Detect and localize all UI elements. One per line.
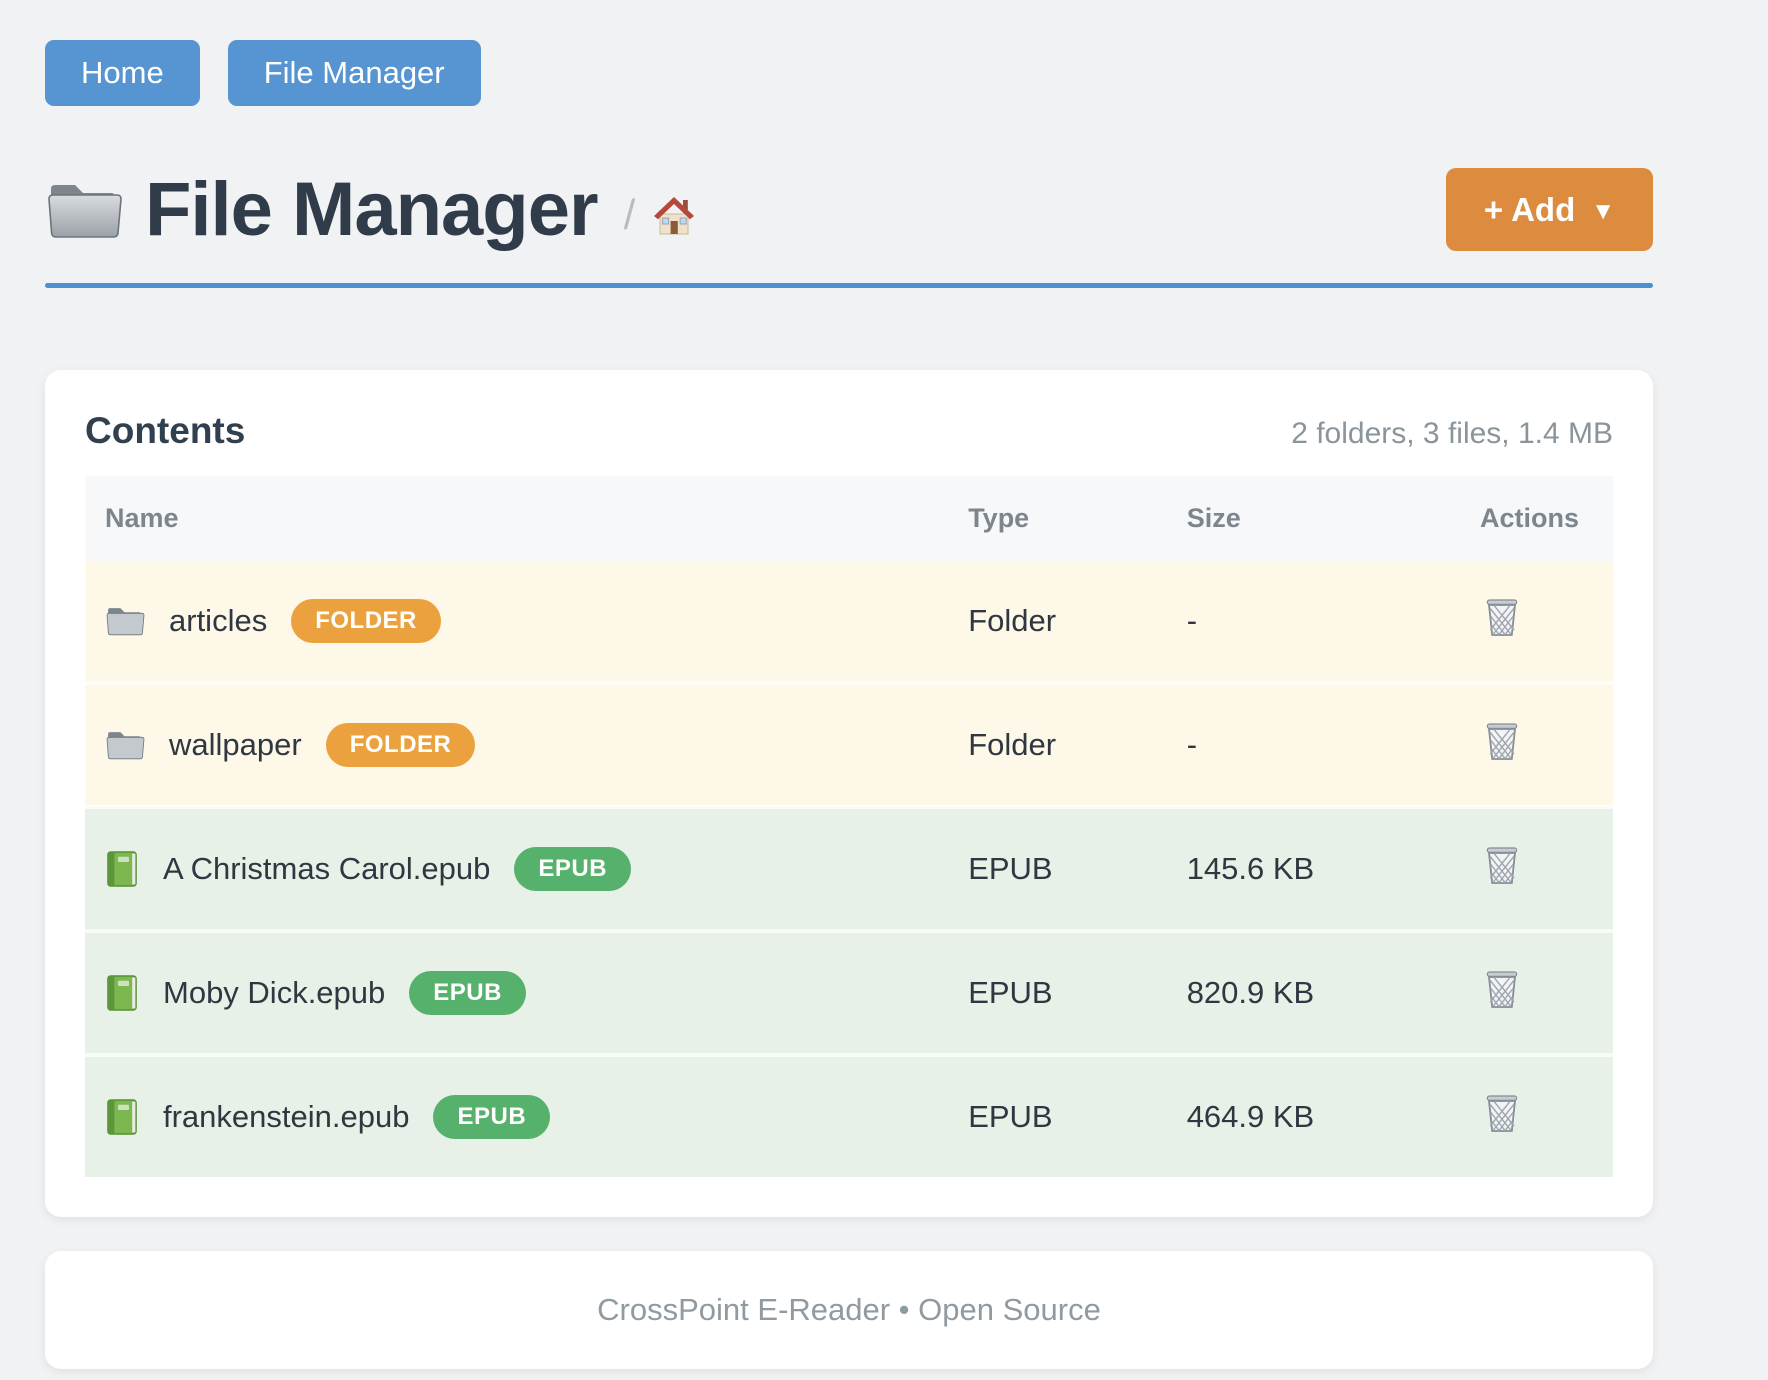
file-name[interactable]: wallpaper	[169, 727, 302, 762]
type-cell: Folder	[968, 727, 1057, 762]
title-underline	[45, 283, 1653, 288]
trash-icon[interactable]	[1483, 844, 1521, 886]
column-header-size: Size	[1186, 476, 1430, 561]
contents-card-header: Contents 2 folders, 3 files, 1.4 MB	[85, 410, 1613, 452]
size-cell: 820.9 KB	[1186, 975, 1315, 1010]
book-icon	[105, 1098, 139, 1136]
type-badge: EPUB	[433, 1095, 551, 1139]
trash-icon[interactable]	[1483, 1092, 1521, 1134]
type-cell: Folder	[968, 603, 1057, 638]
type-badge: EPUB	[514, 847, 632, 891]
table-row[interactable]: frankenstein.epub EPUB EPUB 464.9 KB	[85, 1055, 1613, 1177]
type-cell: EPUB	[968, 975, 1053, 1010]
trash-icon[interactable]	[1483, 968, 1521, 1010]
table-row[interactable]: articles FOLDER Folder -	[85, 561, 1613, 683]
add-button[interactable]: + Add ▼	[1445, 168, 1653, 251]
table-row[interactable]: wallpaper FOLDER Folder -	[85, 683, 1613, 807]
type-badge: FOLDER	[291, 599, 441, 643]
title-group: File Manager /	[45, 166, 697, 253]
size-cell: 464.9 KB	[1186, 1099, 1315, 1134]
folder-icon	[105, 605, 145, 637]
size-cell: 145.6 KB	[1186, 851, 1315, 886]
book-icon	[105, 850, 139, 888]
table-row[interactable]: Moby Dick.epub EPUB EPUB 820.9 KB	[85, 931, 1613, 1055]
size-cell: -	[1186, 603, 1198, 638]
page-header: File Manager / + Add ▼	[45, 166, 1653, 253]
column-header-actions: Actions	[1429, 476, 1613, 561]
book-icon	[105, 974, 139, 1012]
trash-icon[interactable]	[1483, 596, 1521, 638]
type-cell: EPUB	[968, 1099, 1053, 1134]
contents-summary: 2 folders, 3 files, 1.4 MB	[1291, 417, 1613, 450]
footer-text: CrossPoint E-Reader • Open Source	[597, 1292, 1101, 1327]
file-name[interactable]: articles	[169, 603, 268, 638]
table-header-row: Name Type Size Actions	[85, 476, 1613, 561]
file-table: Name Type Size Actions articles FOLDER F…	[85, 476, 1613, 1177]
file-name[interactable]: A Christmas Carol.epub	[163, 851, 491, 886]
folder-icon	[105, 729, 145, 761]
file-name[interactable]: Moby Dick.epub	[163, 975, 386, 1010]
table-row[interactable]: A Christmas Carol.epub EPUB EPUB 145.6 K…	[85, 807, 1613, 931]
breadcrumb-separator: /	[623, 190, 636, 238]
folder-icon	[45, 179, 123, 241]
nav-button-home[interactable]: Home	[45, 40, 200, 106]
home-icon[interactable]	[651, 194, 697, 238]
contents-card: Contents 2 folders, 3 files, 1.4 MB Name…	[45, 370, 1653, 1217]
footer-card: CrossPoint E-Reader • Open Source	[45, 1251, 1653, 1369]
size-cell: -	[1186, 727, 1198, 762]
page-container: Home File Manager File Manager /	[45, 0, 1653, 1369]
nav-button-file-manager[interactable]: File Manager	[227, 40, 481, 106]
column-header-type: Type	[968, 476, 1187, 561]
add-button-label: + Add	[1483, 190, 1576, 228]
top-nav: Home File Manager	[45, 0, 1653, 106]
type-badge: FOLDER	[325, 723, 476, 767]
file-name[interactable]: frankenstein.epub	[163, 1099, 410, 1134]
page-title: File Manager	[145, 167, 599, 252]
caret-down-icon: ▼	[1591, 197, 1615, 225]
column-header-name: Name	[85, 476, 969, 561]
type-cell: EPUB	[968, 851, 1053, 886]
trash-icon[interactable]	[1483, 720, 1521, 762]
type-badge: EPUB	[409, 971, 526, 1015]
table-body: articles FOLDER Folder -	[85, 561, 1613, 1177]
card-title: Contents	[85, 410, 246, 451]
